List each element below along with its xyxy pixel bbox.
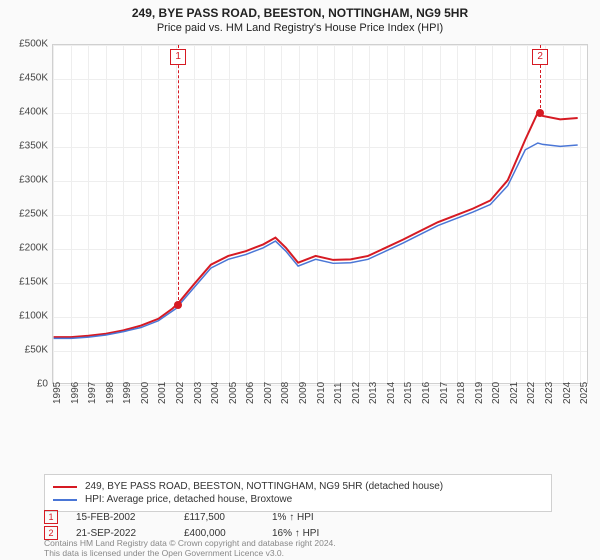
chart-container: 249, BYE PASS ROAD, BEESTON, NOTTINGHAM,… (0, 0, 600, 560)
series-line-hpi (54, 143, 578, 338)
y-tick-label: £50K (8, 345, 48, 356)
y-tick-label: £400K (8, 107, 48, 118)
legend-panel: 249, BYE PASS ROAD, BEESTON, NOTTINGHAM,… (44, 474, 552, 512)
chart-wrap: £0 £50K £100K £150K £200K £250K £300K £350K £400… (8, 44, 592, 414)
y-tick-label: £450K (8, 73, 48, 84)
sale-marker-label: 1 (170, 49, 186, 65)
footnote-line1: Contains HM Land Registry data © Crown c… (44, 538, 336, 548)
marker-date: 15-FEB-2002 (76, 512, 166, 523)
y-tick-label: £300K (8, 175, 48, 186)
legend-swatch (53, 486, 77, 488)
legend-label: HPI: Average price, detached house, Brox… (85, 494, 292, 505)
legend-swatch (53, 499, 77, 501)
marker-number-icon: 1 (44, 510, 58, 524)
plot-area: 12 (52, 44, 588, 384)
line-series-svg (53, 45, 587, 383)
footnote: Contains HM Land Registry data © Crown c… (44, 538, 336, 558)
y-tick-label: £150K (8, 277, 48, 288)
title-area: 249, BYE PASS ROAD, BEESTON, NOTTINGHAM,… (0, 0, 600, 38)
legend-row: 249, BYE PASS ROAD, BEESTON, NOTTINGHAM,… (53, 481, 543, 492)
y-tick-label: £0 (8, 379, 48, 390)
chart-title-line1: 249, BYE PASS ROAD, BEESTON, NOTTINGHAM,… (0, 6, 600, 20)
y-tick-label: £200K (8, 243, 48, 254)
marker-row: 1 15-FEB-2002 £117,500 1% ↑ HPI (44, 510, 552, 524)
footnote-line2: This data is licensed under the Open Gov… (44, 548, 284, 558)
sale-marker-dot (174, 301, 182, 309)
y-tick-label: £500K (8, 39, 48, 50)
y-tick-label: £100K (8, 311, 48, 322)
chart-title-line2: Price paid vs. HM Land Registry's House … (0, 22, 600, 34)
legend-row: HPI: Average price, detached house, Brox… (53, 494, 543, 505)
legend-label: 249, BYE PASS ROAD, BEESTON, NOTTINGHAM,… (85, 481, 443, 492)
sale-marker-label: 2 (532, 49, 548, 65)
y-tick-label: £350K (8, 141, 48, 152)
y-tick-label: £250K (8, 209, 48, 220)
x-tick-label: 2025 (579, 382, 600, 404)
sale-marker-dot (536, 109, 544, 117)
marker-delta: 1% ↑ HPI (272, 512, 362, 523)
marker-price: £117,500 (184, 512, 254, 523)
marker-guideline (178, 45, 179, 305)
series-line-price_paid (54, 113, 578, 337)
